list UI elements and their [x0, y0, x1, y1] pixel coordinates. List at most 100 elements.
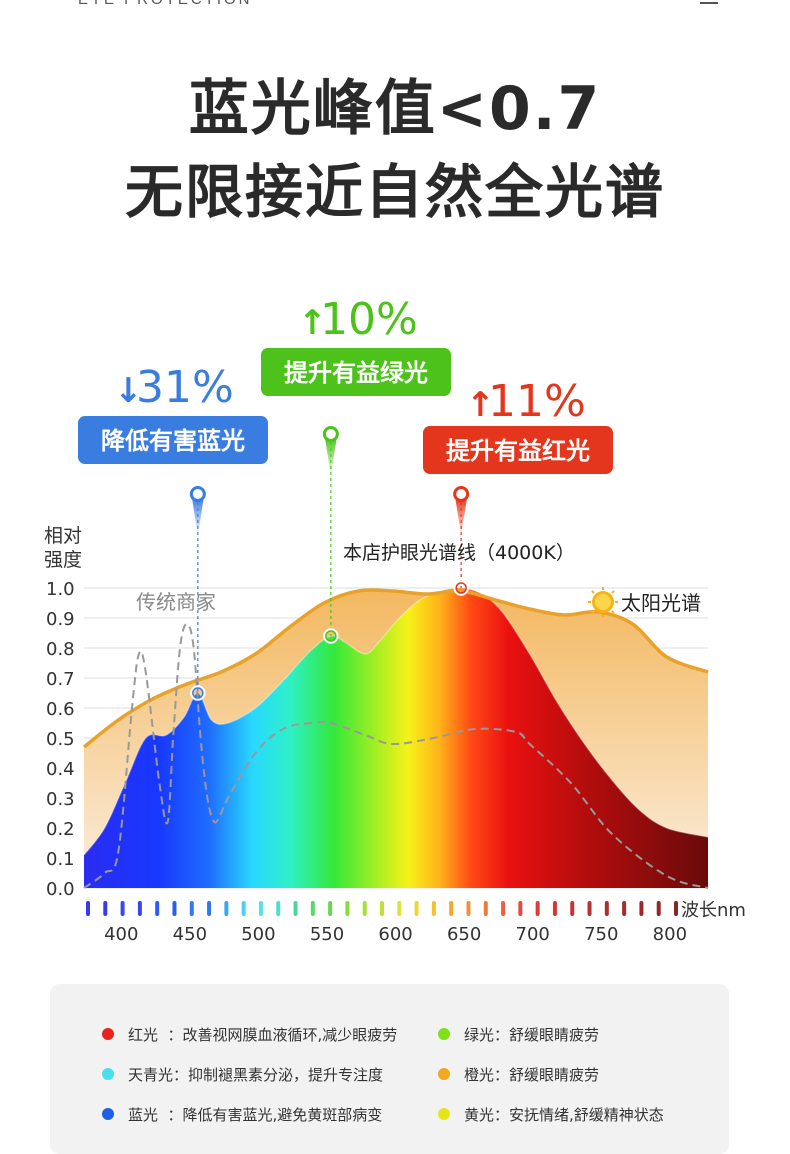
strip-segment — [397, 901, 402, 916]
x-tick-label: 450 — [173, 924, 207, 945]
cyan-dot-icon — [102, 1068, 114, 1080]
peak-marker-outer — [190, 685, 206, 701]
strip-segment — [570, 901, 575, 916]
x-tick-label: 600 — [378, 924, 412, 945]
strip-segment — [501, 901, 506, 916]
peak-marker — [325, 630, 337, 642]
x-tick-label: 800 — [653, 924, 687, 945]
legend-yellow-text: 黄光：安抚情绪,舒缓精神状态 — [464, 1106, 664, 1124]
pin-head-icon — [453, 486, 470, 502]
strip-segment — [345, 901, 350, 916]
y-tick-label: 1.0 — [46, 579, 75, 600]
callout-badge — [423, 426, 613, 474]
top-caption: EYE PROTECTION — [78, 0, 253, 8]
callout-badge — [261, 348, 451, 396]
traditional-annotation: 传统商家 — [136, 590, 216, 614]
y-tick-label: 0.7 — [46, 669, 75, 690]
x-tick-label: 400 — [104, 924, 138, 945]
strip-segment — [414, 901, 419, 916]
sun-icon — [588, 587, 618, 617]
strip-segment — [328, 901, 333, 916]
pin-tail — [455, 497, 468, 536]
y-tick-label: 0.3 — [46, 789, 75, 810]
sun-spectrum-line — [82, 588, 709, 749]
strip-segment — [552, 901, 557, 916]
spectrum-chart: 0.00.10.20.30.40.50.60.70.80.91.0 相对 强度 … — [44, 294, 746, 945]
legend-red-text: 红光 ：改善视网膜血液循环,减少眼疲劳 — [128, 1026, 398, 1044]
strip-segment — [674, 901, 678, 916]
legend-orange-text: 橙光：舒缓眼睛疲劳 — [464, 1066, 600, 1084]
peak-marker-outer — [323, 628, 339, 644]
wavelength-color-strip — [86, 901, 678, 916]
legend-cyan: 天青光：抑制褪黑素分泌，提升专注度 — [102, 1064, 384, 1085]
peak-markers — [190, 580, 469, 701]
legend-blue: 蓝光 ：降低有害蓝光,避免黄斑部病变 — [102, 1104, 383, 1125]
legend-cyan-text: 天青光：抑制褪黑素分泌，提升专注度 — [128, 1066, 384, 1084]
strip-segment — [241, 901, 246, 916]
strip-segment — [483, 901, 488, 916]
legend-green: 绿光：舒缓眼睛疲劳 — [438, 1024, 600, 1045]
callout-badge — [78, 416, 268, 464]
strip-segment — [276, 901, 281, 916]
traditional-spectrum-line — [83, 622, 709, 889]
sun-annotation: 太阳光谱 — [621, 591, 701, 615]
red-dot-icon — [102, 1028, 114, 1040]
pin-head-icon — [322, 426, 339, 442]
orange-dot-icon — [438, 1068, 450, 1080]
headline-line1: 蓝光峰值<0.7 — [188, 74, 602, 144]
strip-segment — [310, 901, 315, 916]
strip-segment — [155, 901, 160, 916]
y-tick-labels: 0.0 0.1 0.2 0.3 0.4 0.5 0.6 0.7 0.8 0.9 1.0 — [46, 579, 75, 900]
strip-segment — [172, 901, 177, 916]
green-dot-icon — [438, 1028, 450, 1040]
y-tick-label: 0.8 — [46, 639, 75, 660]
strip-segment — [535, 901, 540, 916]
callout-arrow-icon: ↓ — [114, 371, 143, 411]
callout-percent: 11% — [488, 376, 586, 427]
led-spectrum-line — [83, 587, 709, 856]
strip-segment — [103, 901, 108, 916]
callout-label: 提升有益红光 — [446, 437, 590, 465]
yellow-dot-icon — [438, 1108, 450, 1120]
callouts: ↓31%降低有害蓝光↑10%提升有益绿光↑11%提升有益红光 — [78, 294, 613, 474]
legend-green-text: 绿光：舒缓眼睛疲劳 — [464, 1026, 600, 1044]
strip-segment — [293, 901, 298, 916]
peak-marker — [192, 687, 204, 699]
callout-arrow-icon: ↑ — [466, 385, 495, 425]
callout-label: 降低有害蓝光 — [101, 427, 245, 455]
y-tick-label: 0.2 — [46, 819, 75, 840]
pin-tail — [191, 497, 204, 536]
legend-panel: 红光 ：改善视网膜血液循环,减少眼疲劳 绿光：舒缓眼睛疲劳 天青光：抑制褪黑素分… — [50, 984, 729, 1154]
peak-marker-outer — [453, 580, 469, 596]
led-spectrum-area — [84, 587, 708, 888]
strip-segment — [656, 901, 661, 916]
strip-segment — [604, 901, 609, 916]
x-tick-label: 750 — [584, 924, 618, 945]
legend-red: 红光 ：改善视网膜血液循环,减少眼疲劳 — [102, 1024, 398, 1045]
headline-line2: 无限接近自然全光谱 — [124, 158, 665, 226]
top-caption-strip: EYE PROTECTION — [0, 0, 790, 14]
y-axis-label: 相对 — [44, 525, 82, 547]
strip-segment — [449, 901, 454, 916]
legend-blue-text: 蓝光 ：降低有害蓝光,避免黄斑部病变 — [128, 1106, 383, 1124]
strip-segment — [258, 901, 263, 916]
strip-segment — [431, 901, 436, 916]
callout-label: 提升有益绿光 — [284, 359, 428, 387]
callout-percent: 31% — [136, 362, 234, 413]
led-annotation: 本店护眼光谱线（4000K） — [343, 542, 575, 564]
strip-segment — [189, 901, 194, 916]
y-tick-label: 0.6 — [46, 699, 75, 720]
strip-segment — [587, 901, 592, 916]
strip-segment — [137, 901, 142, 916]
strip-segment — [380, 901, 384, 916]
y-axis-label-line2: 强度 — [44, 549, 82, 571]
x-tick-label: 700 — [516, 924, 550, 945]
strip-segment — [207, 901, 212, 916]
strip-segment — [466, 901, 471, 916]
y-tick-label: 0.4 — [46, 759, 75, 780]
y-tick-label: 0.5 — [46, 729, 75, 750]
x-tick-label: 500 — [241, 924, 275, 945]
y-tick-label: 0.0 — [46, 879, 75, 900]
strip-segment — [86, 901, 90, 916]
peak-marker — [455, 582, 467, 594]
